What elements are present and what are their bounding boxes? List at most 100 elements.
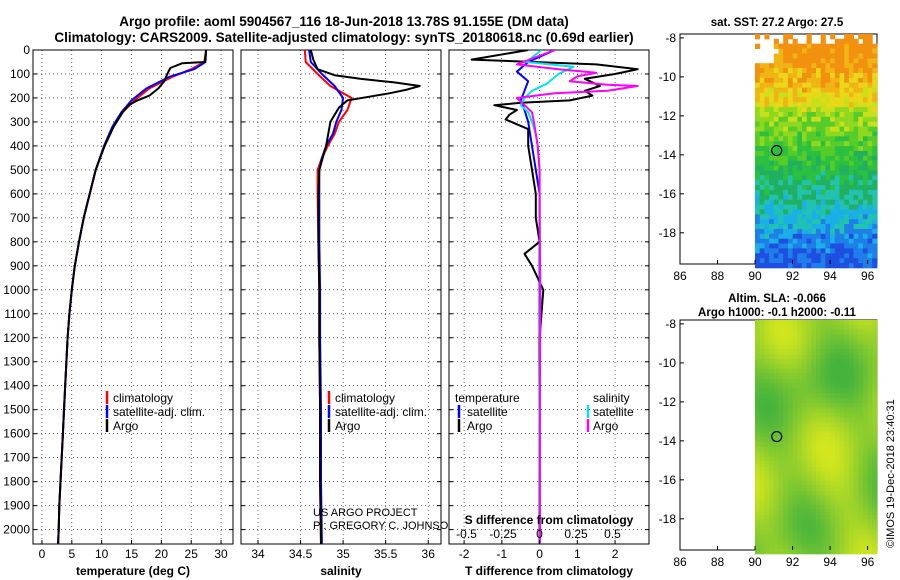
map-cell — [773, 180, 779, 186]
map-cell — [853, 253, 859, 259]
map-cell — [806, 359, 812, 365]
map-cell — [755, 471, 761, 477]
series-line — [470, 50, 639, 544]
map-cell — [844, 378, 850, 384]
map-cell — [834, 393, 840, 399]
map-cell — [797, 446, 803, 452]
legend-argo: Argo — [113, 419, 139, 433]
map-cell — [825, 514, 831, 521]
map-cell — [787, 63, 793, 69]
map-cell — [783, 160, 789, 166]
map-cell — [862, 461, 868, 467]
map-cell — [783, 368, 789, 374]
map-cell — [872, 68, 878, 74]
map-cell — [787, 77, 793, 84]
map-cell — [783, 388, 789, 394]
map-cell — [844, 150, 850, 157]
map-cell — [759, 126, 765, 132]
map-cell — [858, 204, 864, 210]
map-cell — [783, 529, 789, 535]
map-cell — [806, 180, 812, 186]
map-cell — [811, 97, 817, 103]
map-cell — [872, 131, 878, 137]
map-cell — [844, 485, 850, 491]
map-cell — [834, 121, 840, 127]
map-cell — [802, 490, 808, 496]
map-cell — [825, 485, 831, 491]
figure-title-line1: Argo profile: aoml 5904567_116 18-Jun-20… — [119, 14, 568, 29]
map-cell — [853, 436, 859, 443]
map-cell — [759, 324, 765, 331]
map-cell — [839, 456, 845, 462]
map-cell — [787, 368, 793, 374]
map-cell — [830, 373, 836, 379]
map-cell — [820, 446, 826, 452]
map-cell — [844, 248, 850, 254]
map-cell — [759, 510, 765, 516]
map-cell — [820, 368, 826, 374]
map-cell — [778, 155, 784, 162]
map-cell — [872, 514, 878, 521]
map-cell — [825, 77, 831, 84]
map-cell — [844, 529, 850, 535]
map-cell — [759, 228, 765, 235]
map-cell — [834, 38, 840, 45]
map-cell — [858, 324, 864, 331]
map-cell — [830, 480, 836, 487]
map-cell — [811, 48, 817, 54]
map-cell — [802, 456, 808, 462]
temperature-ticks: 0100200300400500600700800900100011001200… — [3, 43, 233, 561]
map-cell — [816, 549, 822, 555]
map-cell — [820, 219, 826, 225]
map-cell — [853, 116, 859, 123]
map-cell — [778, 228, 784, 235]
map-cell — [862, 417, 868, 423]
map-cell — [839, 393, 845, 399]
map-cell — [848, 155, 854, 162]
map-cell — [862, 354, 868, 360]
map-cell — [867, 456, 873, 462]
map-cell — [802, 58, 808, 64]
map-cell — [755, 189, 761, 196]
map-cell — [820, 263, 826, 269]
map-cell — [844, 524, 850, 530]
map-cell — [755, 170, 761, 176]
map-cell — [802, 116, 808, 123]
map-cell — [778, 456, 784, 462]
map-cell — [848, 451, 854, 457]
map-cell — [839, 539, 845, 545]
map-cell — [862, 451, 868, 457]
map-cell — [769, 505, 775, 511]
map-cell — [867, 368, 873, 374]
map-cell — [830, 334, 836, 340]
map-cell — [811, 373, 817, 379]
map-cell — [844, 219, 850, 225]
map-cell — [802, 368, 808, 374]
map-cell — [783, 238, 789, 244]
map-cell — [792, 485, 798, 491]
map-cell — [755, 475, 761, 482]
map-cell — [811, 82, 817, 88]
map-cell — [797, 359, 803, 365]
map-cell — [792, 354, 798, 360]
map-cell — [820, 378, 826, 384]
map-cell — [867, 248, 873, 254]
map-cell — [867, 238, 873, 244]
map-cell — [806, 412, 812, 418]
map-cell — [830, 500, 836, 506]
map-cell — [867, 87, 873, 93]
map-cell — [755, 354, 761, 360]
map-cell — [816, 529, 822, 535]
map-cell — [792, 534, 798, 540]
map-cell — [802, 248, 808, 254]
map-cell — [848, 505, 854, 511]
map-cell — [839, 324, 845, 331]
map-cell — [848, 48, 854, 54]
map-cell — [848, 263, 854, 269]
map-cell — [872, 248, 878, 254]
map-cell — [811, 63, 817, 69]
map-cell — [816, 475, 822, 482]
map-cell — [839, 524, 845, 530]
map-cell — [783, 82, 789, 88]
map-cell — [858, 102, 864, 108]
